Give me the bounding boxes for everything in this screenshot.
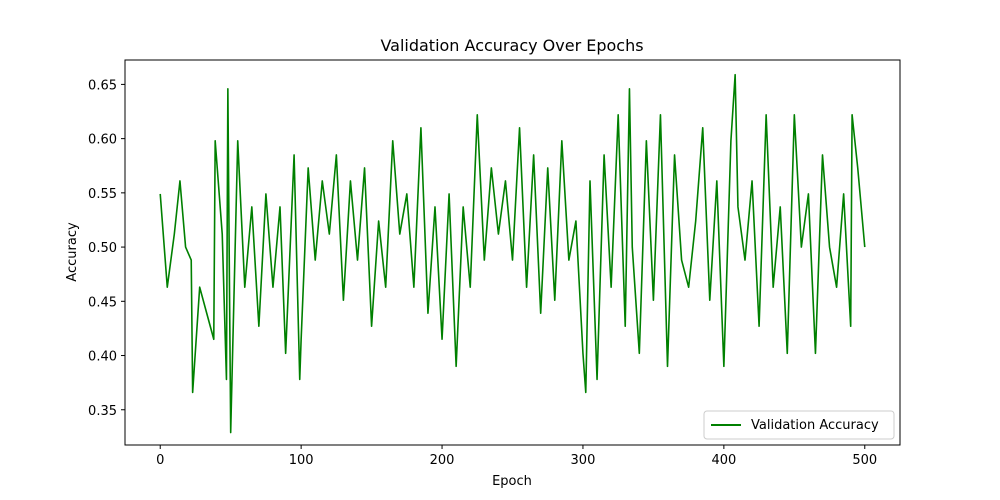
x-tick-label: 0 [156,453,164,468]
legend-entry-label: Validation Accuracy [751,418,879,433]
y-tick-label: 0.40 [88,350,117,365]
x-axis: 0 100 200 300 400 500 [156,445,877,468]
y-axis-label: Accuracy [65,222,80,282]
x-axis-label: Epoch [492,474,532,489]
y-axis: 0.35 0.40 0.45 0.50 0.55 0.60 0.65 [88,78,125,419]
y-tick-label: 0.55 [88,187,117,202]
x-tick-label: 100 [289,453,314,468]
legend-box [703,410,895,440]
x-tick-label: 300 [571,453,596,468]
y-tick-label: 0.60 [88,133,117,148]
y-tick-label: 0.65 [88,78,117,93]
y-tick-label: 0.45 [88,295,117,310]
chart-title: Validation Accuracy Over Epochs [380,36,643,55]
x-tick-label: 200 [430,453,455,468]
y-tick-label: 0.50 [88,241,117,256]
x-tick-label: 500 [852,453,877,468]
y-tick-label: 0.35 [88,404,117,419]
legend: Validation Accuracy [703,410,895,440]
series-line-0 [159,73,866,434]
plot-frame [124,59,901,446]
x-tick-label: 400 [711,453,736,468]
series-layer [159,73,866,434]
